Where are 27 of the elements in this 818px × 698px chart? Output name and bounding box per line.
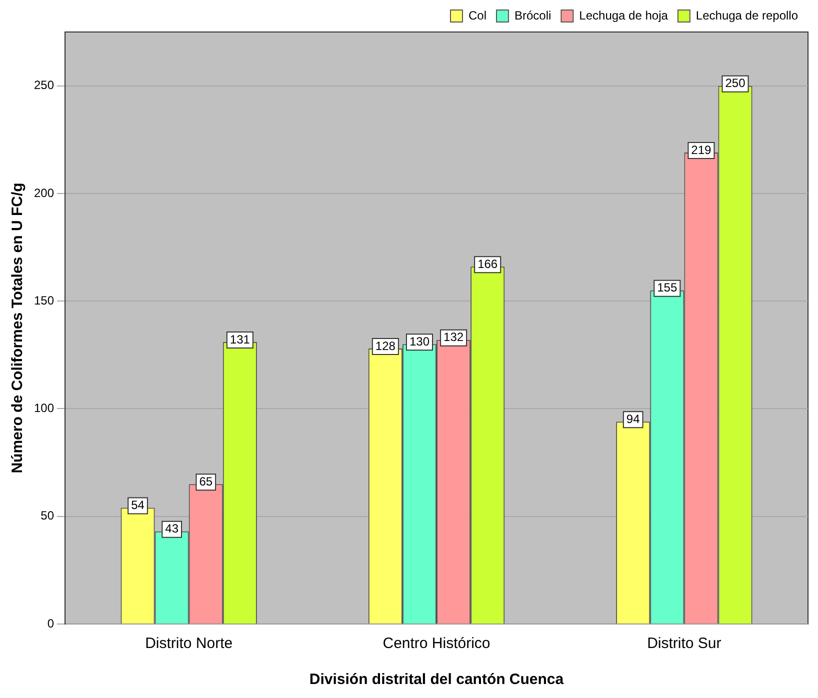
y-tick-label: 100 [34, 401, 54, 416]
data-label: 219 [691, 142, 712, 157]
data-label: 132 [444, 330, 464, 344]
legend-label: Lechuga de hoja [579, 8, 668, 22]
y-tick-label: 250 [34, 78, 54, 92]
data-label: 65 [199, 474, 213, 488]
data-label: 166 [478, 256, 498, 271]
x-axis-title: División distrital del cantón Cuenca [309, 671, 564, 688]
y-tick-label: 150 [34, 293, 54, 308]
x-tick-label: Distrito Norte [145, 635, 233, 652]
y-tick-label: 200 [34, 186, 54, 200]
data-label: 128 [375, 338, 396, 353]
legend-label: Lechuga de repollo [696, 8, 798, 22]
data-label: 130 [409, 334, 430, 348]
data-label: 250 [725, 76, 746, 90]
data-label: 43 [165, 522, 179, 536]
x-tick-label: Centro Histórico [382, 635, 490, 652]
legend-label: Brócoli [514, 8, 552, 22]
y-tick-label: 50 [40, 508, 54, 523]
data-label: 54 [131, 498, 145, 512]
data-label: 94 [626, 412, 640, 426]
legend-label: Col [468, 8, 486, 22]
y-tick-label: 0 [47, 616, 54, 630]
x-tick-label: Distrito Sur [647, 635, 722, 652]
data-label: 131 [230, 332, 250, 346]
y-axis-title: Número de Coliformes Totales en U FC/g [9, 182, 26, 474]
data-label: 155 [657, 280, 678, 295]
